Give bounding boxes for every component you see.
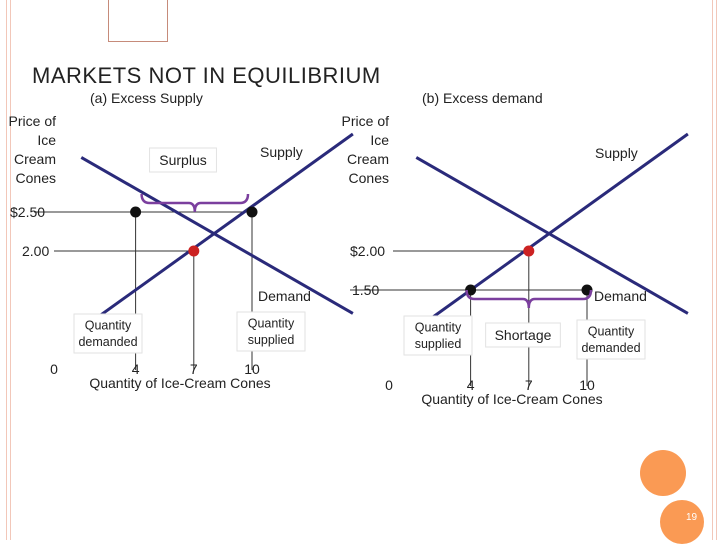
chart-a-title: (a) Excess Supply — [90, 90, 203, 106]
right-border-line — [716, 0, 717, 540]
chart-b-supply-label: Supply — [595, 145, 638, 161]
chart-a-equilibrium-point — [188, 245, 200, 257]
chart-b-demand-curve — [415, 156, 689, 315]
chart-a-x-axis-label: Quantity of Ice-Cream Cones — [89, 375, 270, 391]
chart-a-supply-label: Supply — [260, 144, 303, 160]
chart-b-quantity-supplied-label-box — [403, 315, 473, 356]
chart-a-surplus-label-box — [149, 147, 217, 173]
chart-b-demand-label: Demand — [594, 288, 647, 304]
decorative-orange-circle — [640, 450, 686, 496]
chart-a-y-tick-label: 2.00 — [22, 243, 49, 259]
left-border-line — [10, 0, 11, 540]
slide-title: MARKETS NOT IN EQUILIBRIUM — [32, 63, 381, 88]
chart-a-y-axis-label: Ice — [37, 132, 56, 148]
chart-b-shortage-brace — [465, 289, 593, 309]
chart-b-shortage-label: Shortage — [495, 327, 552, 343]
chart-a-supply-curve — [80, 132, 354, 331]
chart-b-y-axis-label: Ice — [370, 132, 389, 148]
right-border-line — [712, 0, 713, 540]
chart-a-quantity-demanded-label: Quantity — [85, 319, 132, 333]
chart-b-x-axis-label: Quantity of Ice-Cream Cones — [421, 391, 602, 407]
chart-a-y-axis-label: Price of — [9, 113, 57, 129]
chart-b-quantity-demanded-label-box — [576, 319, 646, 360]
chart-b-supply-curve — [415, 132, 689, 331]
chart-a-surplus-label: Surplus — [159, 152, 206, 168]
chart-a-x-tick-label: 0 — [50, 361, 58, 377]
chart-a-demand-curve — [80, 156, 354, 315]
chart-a-quantity-demanded-label: demanded — [78, 335, 137, 349]
chart-a-x-tick-label: 7 — [190, 361, 198, 377]
chart-b-quantity-demanded-label: Quantity — [588, 325, 635, 339]
chart-b-y-axis-label: Price of — [342, 113, 390, 129]
chart-a-x-tick-label: 10 — [244, 361, 260, 377]
chart-b-y-tick-label: $2.00 — [350, 243, 385, 259]
chart-b-quantity-demanded-label: demanded — [581, 341, 640, 355]
chart-a-quantity-supplied-label: Quantity — [248, 317, 295, 331]
chart-a-y-tick-label: $2.50 — [10, 204, 45, 220]
chart-b-y-axis-label: Cones — [349, 170, 389, 186]
chart-a-y-axis-label: Cones — [16, 170, 56, 186]
decorative-orange-circle — [660, 500, 704, 544]
decorative-box — [108, 0, 168, 42]
chart-b-x-tick-label: 10 — [579, 377, 595, 393]
chart-a-x-tick-label: 4 — [132, 361, 140, 377]
chart-b-quantity-supplied-label: supplied — [415, 337, 462, 351]
chart-b-x-tick-label: 0 — [385, 377, 393, 393]
left-border-line — [6, 0, 7, 540]
chart-b-shortage-label-box — [485, 322, 561, 348]
chart-b-y-tick-label: 1.50 — [352, 282, 379, 298]
chart-a-quantity-demanded-label-box — [73, 313, 143, 354]
chart-b-x-tick-label: 7 — [525, 377, 533, 393]
chart-b-title: (b) Excess demand — [422, 90, 543, 106]
chart-b-equilibrium-point — [523, 245, 535, 257]
chart-a-data-point — [246, 206, 258, 218]
chart-a-demand-label: Demand — [258, 288, 311, 304]
chart-b-x-tick-label: 4 — [467, 377, 475, 393]
chart-a-surplus-brace — [140, 193, 250, 213]
page-number: 19 — [686, 512, 698, 523]
chart-b-y-axis-label: Cream — [347, 151, 389, 167]
chart-a-quantity-supplied-label: supplied — [248, 333, 295, 347]
chart-a-y-axis-label: Cream — [14, 151, 56, 167]
chart-a-quantity-supplied-label-box — [236, 311, 306, 352]
chart-a-data-point — [130, 206, 142, 218]
chart-b-quantity-supplied-label: Quantity — [415, 321, 462, 335]
